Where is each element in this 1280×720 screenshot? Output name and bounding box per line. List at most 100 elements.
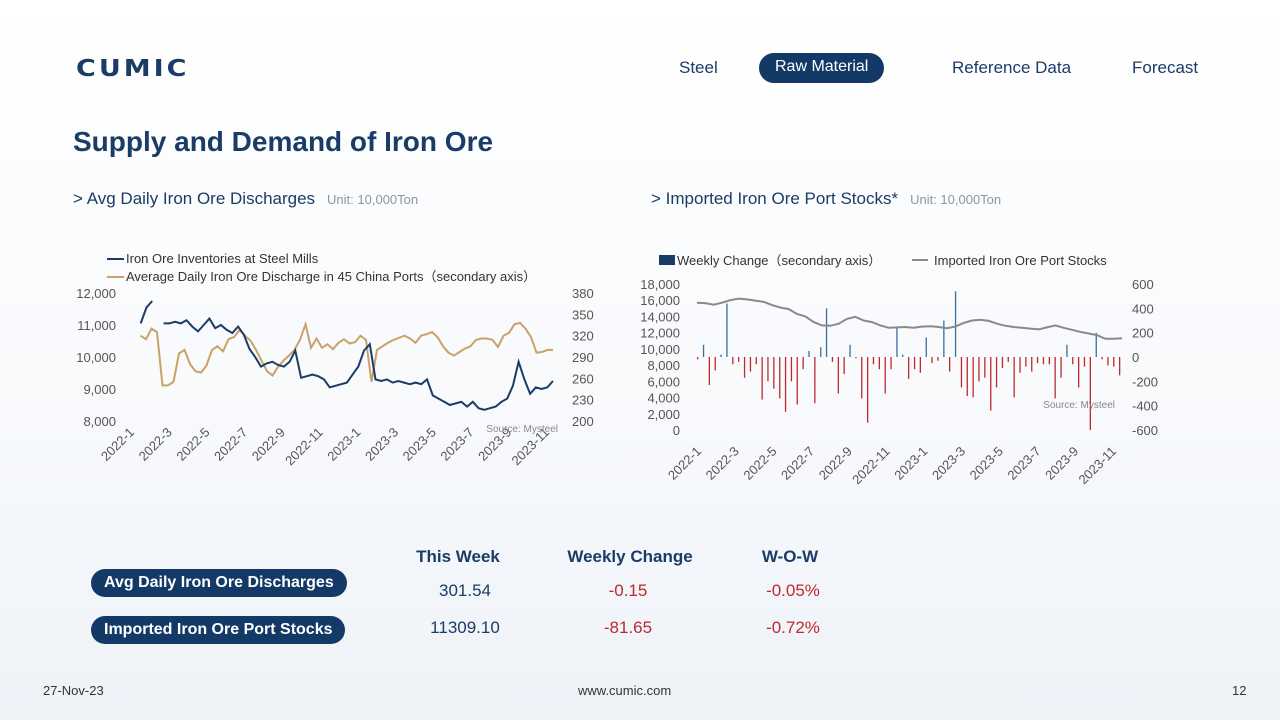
y-tick-label: 8,000 [647, 358, 680, 373]
x-tick-label: 2023-5 [400, 425, 439, 464]
y-tick-label: 9,000 [83, 382, 116, 397]
weekly-change-bar [779, 357, 781, 399]
weekly-change-bar [896, 326, 898, 357]
weekly-change-bar [867, 357, 869, 423]
weekly-change-bar [943, 320, 945, 357]
y-tick-label: 8,000 [83, 414, 116, 429]
weekly-change-bar [884, 357, 886, 394]
weekly-change-bar [1095, 332, 1097, 357]
weekly-change-bar [1089, 357, 1091, 430]
port-stocks-chart: Weekly Change（secondary axis） Imported Ir… [640, 253, 1158, 488]
weekly-change-bar [697, 357, 699, 360]
y-tick-label: 10,000 [640, 342, 680, 357]
left-section-unit: Unit: 10,000Ton [327, 192, 419, 207]
y2-tick-label: 200 [572, 414, 594, 429]
y2-tick-label: 200 [1132, 326, 1154, 341]
port-stocks-weekly-change: -81.65 [603, 618, 653, 637]
y2-tick-label: 400 [1132, 301, 1154, 316]
port-stocks-this-week: 11309.10 [430, 618, 500, 637]
y-tick-label: 12,000 [640, 326, 680, 341]
weekly-change-bar [1078, 357, 1080, 388]
page-title: Supply and Demand of Iron Ore [73, 126, 494, 157]
x-tick-label: 2022-5 [173, 425, 212, 464]
logo-text: CUMIC [76, 55, 190, 82]
left-section-heading: > Avg Daily Iron Ore Discharges [73, 189, 316, 208]
weekly-change-bar [925, 337, 927, 357]
nav-forecast[interactable]: Forecast [1132, 58, 1199, 77]
x-tick-label: 2022-7 [778, 444, 817, 483]
weekly-change-bar [1036, 357, 1039, 364]
weekly-change-bar [931, 357, 933, 364]
cumic-logo: CUMIC [76, 55, 206, 83]
weekly-change-bar [1042, 357, 1045, 365]
source-label: Source: Mysteel [486, 424, 558, 435]
x-tick-label: 2022-11 [282, 425, 326, 469]
legend-swatch [659, 255, 675, 265]
x-tick-label: 2023-1 [891, 444, 930, 483]
y-tick-label: 11,000 [77, 318, 116, 333]
weekly-change-bar [790, 357, 793, 382]
y2-tick-label: 0 [1132, 350, 1139, 365]
port-stocks-line [696, 297, 1123, 340]
weekly-change-bar [872, 357, 875, 365]
weekly-change-bar [1031, 357, 1033, 372]
x-tick-label: 2023-1 [324, 425, 363, 464]
weekly-change-bar [1060, 357, 1062, 378]
weekly-change-bar [990, 357, 992, 411]
x-tick-label: 2023-5 [967, 444, 1006, 483]
nav-raw-material[interactable]: Raw Material [759, 53, 885, 83]
legend-label: Iron Ore Inventories at Steel Mills [126, 251, 319, 266]
footer-page-number: 12 [1232, 683, 1247, 698]
header-weekly-change: Weekly Change [567, 547, 693, 566]
weekly-change-bar [773, 357, 775, 389]
footer-url[interactable]: www.cumic.com [578, 683, 672, 698]
weekly-change-bar [738, 357, 740, 362]
x-tick-label: 2022-11 [849, 444, 893, 488]
weekly-change-bar [919, 357, 921, 373]
weekly-change-bar [1013, 357, 1015, 398]
source-label: Source: Mysteel [1043, 400, 1115, 411]
weekly-change-bar [1072, 357, 1074, 365]
row-label-discharges: Avg Daily Iron Ore Discharges [91, 569, 347, 597]
weekly-change-bar [808, 350, 810, 357]
weekly-change-bar [820, 347, 822, 357]
weekly-change-bar [978, 357, 980, 382]
y2-tick-label: -600 [1132, 423, 1158, 438]
y2-tick-label: -400 [1132, 399, 1158, 414]
x-tick-label: 2023-11 [1075, 444, 1119, 488]
weekly-change-bar [714, 357, 716, 371]
discharges-this-week: 301.54 [439, 581, 491, 600]
port-stocks-wow: -0.72% [766, 618, 820, 637]
weekly-change-bar [761, 357, 763, 400]
weekly-change-bar [890, 357, 892, 370]
weekly-change-bar [913, 357, 916, 370]
weekly-change-bar [960, 357, 963, 388]
weekly-change-bar [1119, 357, 1121, 376]
weekly-change-bar [1019, 357, 1021, 373]
discharge-inventory-chart: Iron Ore Inventories at Steel Mills Avera… [76, 251, 594, 469]
y2-tick-label: -200 [1132, 374, 1158, 389]
weekly-change-bar [949, 357, 951, 372]
right-section-heading: > Imported Iron Ore Port Stocks* [651, 189, 899, 208]
weekly-change-bar [767, 357, 769, 382]
y-tick-label: 14,000 [640, 309, 680, 324]
legend-label: Average Daily Iron Ore Discharge in 45 C… [126, 269, 536, 284]
top-nav: Steel Raw Material Reference Data Foreca… [0, 53, 1280, 83]
weekly-change-bar [1007, 357, 1009, 362]
weekly-change-bar [784, 357, 787, 412]
y2-tick-label: 260 [572, 371, 594, 386]
weekly-change-bar [861, 357, 863, 399]
weekly-change-bar [702, 344, 705, 357]
weekly-change-bar [755, 357, 757, 365]
weekly-change-bar [749, 357, 752, 372]
x-tick-label: 2023-7 [437, 425, 476, 464]
nav-steel[interactable]: Steel [679, 58, 718, 77]
y2-tick-label: 230 [572, 393, 594, 408]
y-tick-label: 16,000 [640, 293, 680, 308]
discharges-weekly-change: -0.15 [608, 581, 648, 600]
y2-tick-label: 350 [572, 307, 594, 322]
y-tick-label: 0 [673, 423, 680, 438]
nav-reference-data[interactable]: Reference Data [952, 58, 1072, 77]
x-tick-label: 2022-7 [211, 425, 250, 464]
y-tick-label: 10,000 [76, 350, 116, 365]
